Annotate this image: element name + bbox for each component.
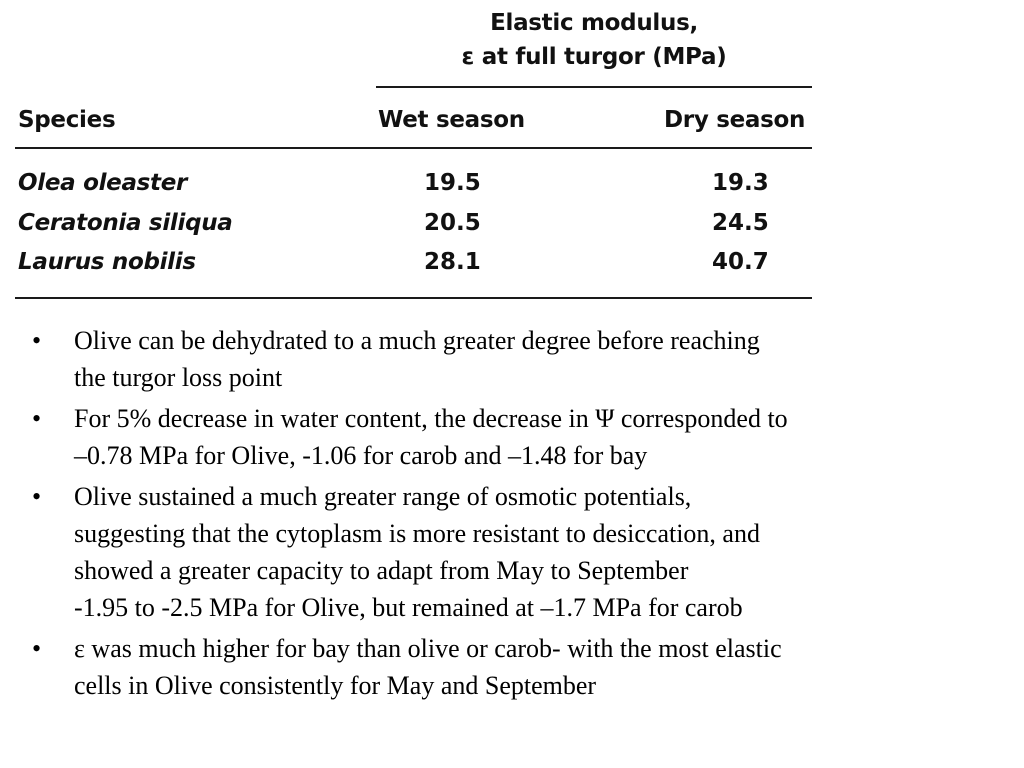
bullet-line: ε was much higher for bay than olive or … bbox=[74, 634, 782, 663]
dry-season-cell: 40.7 bbox=[712, 249, 769, 275]
bullet-line: the turgor loss point bbox=[74, 363, 283, 392]
table-row: Laurus nobilis 28.1 40.7 bbox=[0, 243, 812, 281]
species-cell: Ceratonia siliqua bbox=[18, 210, 233, 236]
elastic-modulus-table: Elastic modulus, ε at full turgor (MPa) … bbox=[0, 0, 812, 304]
bullet-item: • Olive sustained a much greater range o… bbox=[30, 478, 1020, 626]
bullet-line: Olive sustained a much greater range of … bbox=[74, 482, 692, 511]
species-cell: Olea oleaster bbox=[18, 170, 188, 196]
species-cell: Laurus nobilis bbox=[18, 249, 196, 275]
table-bottom-rule bbox=[15, 297, 812, 299]
bullet-line: suggesting that the cytoplasm is more re… bbox=[74, 519, 760, 548]
bullet-marker: • bbox=[32, 404, 42, 433]
column-header-wet-season: Wet season bbox=[378, 107, 525, 133]
group-header-rule bbox=[376, 86, 812, 88]
table-row: Olea oleaster 19.5 19.3 bbox=[0, 164, 812, 202]
bullet-list: • Olive can be dehydrated to a much grea… bbox=[30, 322, 1020, 708]
bullet-item: • ε was much higher for bay than olive o… bbox=[30, 630, 1020, 704]
bullet-item: • Olive can be dehydrated to a much grea… bbox=[30, 322, 1020, 396]
column-header-dry-season: Dry season bbox=[664, 107, 806, 133]
column-header-species: Species bbox=[18, 107, 116, 133]
bullet-line: For 5% decrease in water content, the de… bbox=[74, 404, 788, 433]
group-header-line-1: Elastic modulus, bbox=[490, 10, 698, 36]
bullet-line: showed a greater capacity to adapt from … bbox=[74, 556, 689, 585]
bullet-line: -1.95 to -2.5 MPa for Olive, but remaine… bbox=[74, 593, 743, 622]
bullet-marker: • bbox=[32, 482, 42, 511]
table-header-rule bbox=[15, 147, 812, 149]
bullet-line: Olive can be dehydrated to a much greate… bbox=[74, 326, 760, 355]
bullet-line: cells in Olive consistently for May and … bbox=[74, 671, 597, 700]
wet-season-cell: 28.1 bbox=[424, 249, 481, 275]
group-header: Elastic modulus, ε at full turgor (MPa) bbox=[376, 6, 812, 74]
wet-season-cell: 19.5 bbox=[424, 170, 481, 196]
bullet-marker: • bbox=[32, 634, 42, 663]
dry-season-cell: 19.3 bbox=[712, 170, 769, 196]
wet-season-cell: 20.5 bbox=[424, 210, 481, 236]
group-header-line-2: ε at full turgor (MPa) bbox=[461, 44, 727, 70]
dry-season-cell: 24.5 bbox=[712, 210, 769, 236]
bullet-line: –0.78 MPa for Olive, -1.06 for carob and… bbox=[74, 441, 648, 470]
bullet-item: • For 5% decrease in water content, the … bbox=[30, 400, 1020, 474]
table-row: Ceratonia siliqua 20.5 24.5 bbox=[0, 204, 812, 242]
bullet-marker: • bbox=[32, 326, 42, 355]
